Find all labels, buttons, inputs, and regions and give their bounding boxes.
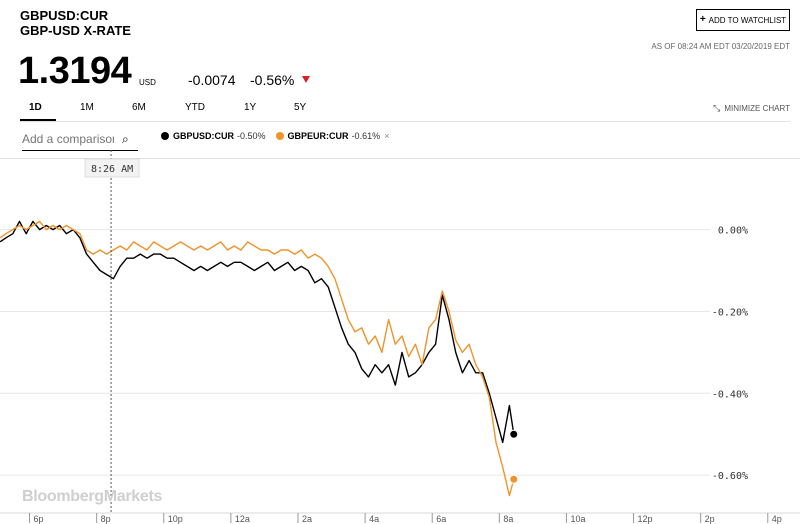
instrument-name: GBP-USD X-RATE	[20, 23, 131, 38]
price-change-percent: -0.56%	[250, 72, 295, 88]
tabs-divider	[20, 121, 790, 122]
y-tick-label: -0.40%	[712, 389, 748, 400]
legend-value-gbpeur: -0.61%	[351, 131, 381, 141]
legend-item-gbpeur: GBPEUR:CUR -0.61% ×	[275, 131, 390, 141]
legend-value-gbpusd: -0.50%	[237, 131, 266, 141]
tab-1d[interactable]: 1D	[29, 102, 42, 113]
crosshair-label-box	[84, 158, 140, 178]
tab-ytd[interactable]: YTD	[185, 102, 205, 113]
last-price: 1.3194	[18, 50, 132, 92]
x-tick-label: 8p	[101, 514, 111, 524]
legend-swatch-gbpusd	[161, 132, 169, 140]
x-tick-label: 12p	[638, 514, 653, 524]
ticker-symbol: GBPUSD:CUR	[20, 8, 109, 23]
series-line-gbpeur	[0, 220, 515, 497]
y-tick-label: -0.60%	[712, 471, 748, 482]
y-tick-label: 0.00%	[718, 226, 748, 237]
minimize-chart-button[interactable]: ⤡ MINIMIZE CHART	[713, 103, 790, 114]
remove-comparison-icon[interactable]: ×	[384, 131, 390, 141]
tab-6m[interactable]: 6M	[132, 102, 146, 113]
tab-1m[interactable]: 1M	[80, 102, 94, 113]
chart-top-divider	[0, 158, 800, 159]
x-tick-label: 2p	[705, 514, 715, 524]
y-tick-label: -0.20%	[712, 307, 748, 318]
plus-icon: +	[699, 14, 706, 25]
bloomberg-markets-logo: BloombergMarkets	[22, 488, 163, 505]
as-of-timestamp: AS OF 08:24 AM EDT 03/20/2019 EDT	[651, 42, 790, 51]
x-tick-label: 4p	[772, 514, 782, 524]
legend-name-gbpusd: GBPUSD:CUR	[173, 131, 235, 141]
tab-1y[interactable]: 1Y	[244, 102, 257, 113]
down-arrow-icon	[302, 76, 310, 83]
legend-name-gbpeur: GBPEUR:CUR	[287, 131, 349, 141]
legend-item-gbpusd: GBPUSD:CUR -0.50%	[161, 131, 266, 141]
active-tab-indicator	[20, 119, 56, 121]
search-icon[interactable]: ⌕	[122, 131, 129, 146]
series-end-marker-gbpeur	[509, 474, 519, 484]
collapse-arrows-icon: ⤡	[713, 103, 721, 113]
add-to-watchlist-label: ADD TO WATCHLIST	[708, 15, 787, 25]
crosshair-time-label: 8:26 AM	[91, 164, 133, 175]
x-tick-label: 4a	[369, 514, 379, 524]
x-tick-label: 10a	[570, 514, 585, 524]
series-line-gbpusd	[0, 220, 515, 444]
legend-swatch-gbpeur	[275, 132, 284, 140]
series-end-marker-gbpusd	[509, 429, 519, 439]
x-tick-label: 10p	[168, 514, 183, 524]
comparison-search: ⌕	[22, 128, 138, 151]
minimize-chart-label: MINIMIZE CHART	[724, 104, 790, 113]
price-chart[interactable]: 0.00% -0.20% -0.40% -0.60% 6p 8p 10p 12a 2a 4a 6a 8…	[0, 150, 800, 524]
x-tick-label: 8a	[503, 514, 513, 524]
x-tick-label: 2a	[302, 514, 312, 524]
chart-legend: GBPUSD:CUR -0.50% GBPEUR:CUR -0.61% ×	[161, 131, 399, 141]
x-tick-label: 12a	[235, 514, 250, 524]
add-to-watchlist-button[interactable]: + ADD TO WATCHLIST	[696, 9, 790, 31]
tab-5y[interactable]: 5Y	[294, 102, 307, 113]
price-currency: USD	[139, 78, 156, 87]
x-tick-label: 6a	[436, 514, 446, 524]
price-change: -0.0074	[188, 72, 236, 88]
x-tick-label: 6p	[34, 514, 44, 524]
comparison-input[interactable]	[22, 132, 114, 146]
